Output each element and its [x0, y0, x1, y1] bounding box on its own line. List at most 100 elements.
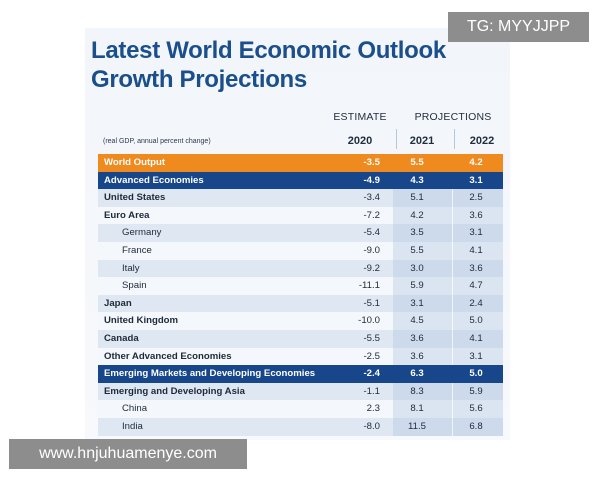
value-2021: 3.1 — [410, 297, 424, 309]
value-2022: 3.1 — [469, 350, 483, 362]
units-note: (real GDP, annual percent change) — [103, 138, 211, 145]
table-row: United Kingdom -10.0 4.5 5.0 — [98, 312, 503, 330]
value-2021: 8.3 — [410, 385, 424, 397]
value-2021: 3.0 — [410, 262, 424, 274]
column-separator — [452, 417, 453, 436]
value-2022: 4.1 — [469, 244, 483, 256]
value-2020: -1.1 — [363, 385, 380, 397]
year-2022-header: 2022 — [469, 135, 495, 147]
projection-shade — [393, 417, 503, 436]
column-separator — [452, 259, 453, 278]
projections-header: PROJECTIONS — [414, 111, 492, 123]
value-2021: 4.2 — [410, 209, 424, 221]
value-2022: 3.1 — [469, 174, 483, 186]
table-row: Italy -9.2 3.0 3.6 — [98, 259, 503, 278]
value-2022: 5.9 — [469, 385, 483, 397]
year-2020-header: 2020 — [347, 135, 373, 147]
row-label: Spain — [122, 280, 147, 292]
value-2020: -2.5 — [363, 350, 380, 362]
projection-shade — [393, 294, 503, 313]
value-2021: 5.1 — [410, 192, 424, 204]
value-2021: 8.1 — [410, 403, 424, 415]
projections-table: World Output -3.5 5.5 4.2 Advanced Econo… — [98, 154, 503, 436]
table-row: Emerging Markets and Developing Economie… — [98, 365, 503, 383]
title-line-1: Latest World Economic Outlook — [91, 37, 446, 64]
value-2021: 4.5 — [410, 315, 424, 327]
row-label: Japan — [104, 297, 132, 309]
value-2020: -7.2 — [363, 209, 380, 221]
value-2020: -3.5 — [363, 157, 380, 168]
table-row: World Output -3.5 5.5 4.2 — [98, 154, 503, 172]
table-row: Advanced Economies -4.9 4.3 3.1 — [98, 171, 503, 190]
value-2022: 4.7 — [469, 280, 483, 292]
row-label: Advanced Economies — [104, 174, 204, 186]
table-row: Other Advanced Economies -2.5 3.6 3.1 — [98, 347, 503, 366]
value-2022: 5.0 — [469, 368, 483, 380]
projection-shade — [393, 312, 503, 330]
value-2020: -3.4 — [363, 192, 380, 204]
value-2020: -8.0 — [363, 420, 380, 432]
row-label: Germany — [122, 227, 162, 239]
column-separator — [452, 329, 453, 348]
value-2022: 2.4 — [469, 297, 483, 309]
tg-watermark-badge: TG: MYYJJPP — [448, 12, 589, 42]
url-watermark-badge: www.hnjuhuamenye.com — [9, 439, 247, 469]
column-separator — [452, 277, 453, 295]
projection-shade — [393, 241, 503, 260]
row-label: Emerging Markets and Developing Economie… — [104, 368, 316, 380]
value-2021: 5.5 — [410, 244, 424, 256]
row-label: France — [122, 244, 152, 256]
table-row: Canada -5.5 3.6 4.1 — [98, 329, 503, 348]
value-2022: 2.5 — [469, 192, 483, 204]
value-2020: -5.1 — [363, 297, 380, 309]
value-2022: 4.2 — [469, 157, 483, 168]
row-label: Italy — [122, 262, 140, 274]
table-row: Spain -11.1 5.9 4.7 — [98, 277, 503, 295]
row-label: United Kingdom — [104, 315, 179, 327]
table-row: China 2.3 8.1 5.6 — [98, 400, 503, 418]
value-2021: 3.6 — [410, 350, 424, 362]
projection-shade — [393, 224, 503, 242]
column-separator — [452, 400, 453, 418]
value-2020: -2.4 — [363, 368, 380, 380]
value-2022: 4.1 — [469, 332, 483, 344]
projection-shade — [393, 347, 503, 366]
value-2020: -9.0 — [363, 244, 380, 256]
column-separator — [452, 224, 453, 242]
column-divider — [396, 129, 397, 149]
value-2022: 5.6 — [469, 403, 483, 415]
row-label: Canada — [104, 332, 139, 344]
value-2020: -5.4 — [363, 227, 380, 239]
outlook-card: Latest World Economic Outlook Growth Pro… — [85, 28, 510, 440]
column-separator — [452, 294, 453, 313]
page-title: Latest World Economic Outlook Growth Pro… — [91, 36, 506, 94]
column-divider — [454, 129, 455, 149]
column-separator — [452, 241, 453, 260]
row-label: China — [122, 403, 148, 415]
row-label: World Output — [104, 157, 166, 168]
value-2022: 3.6 — [469, 209, 483, 221]
row-label: India — [122, 420, 143, 432]
year-2021-header: 2021 — [409, 135, 435, 147]
table-row: United States -3.4 5.1 2.5 — [98, 189, 503, 207]
value-2021: 3.6 — [410, 332, 424, 344]
title-line-2: Growth Projections — [91, 66, 307, 93]
value-2022: 3.1 — [469, 227, 483, 239]
projection-shade — [393, 382, 503, 401]
table-row: India -8.0 11.5 6.8 — [98, 417, 503, 436]
column-separator — [452, 312, 453, 330]
table-row: Germany -5.4 3.5 3.1 — [98, 224, 503, 242]
table-row: France -9.0 5.5 4.1 — [98, 241, 503, 260]
value-2021: 4.3 — [410, 174, 424, 186]
table-row: Japan -5.1 3.1 2.4 — [98, 294, 503, 313]
value-2022: 6.8 — [469, 420, 483, 432]
value-2020: -5.5 — [363, 332, 380, 344]
projection-shade — [393, 189, 503, 207]
value-2021: 11.5 — [408, 420, 426, 432]
column-separator — [452, 206, 453, 225]
value-2020: -9.2 — [363, 262, 380, 274]
projection-shade — [393, 206, 503, 225]
row-label: Other Advanced Economies — [104, 350, 232, 362]
projection-shade — [393, 277, 503, 295]
projection-shade — [393, 329, 503, 348]
